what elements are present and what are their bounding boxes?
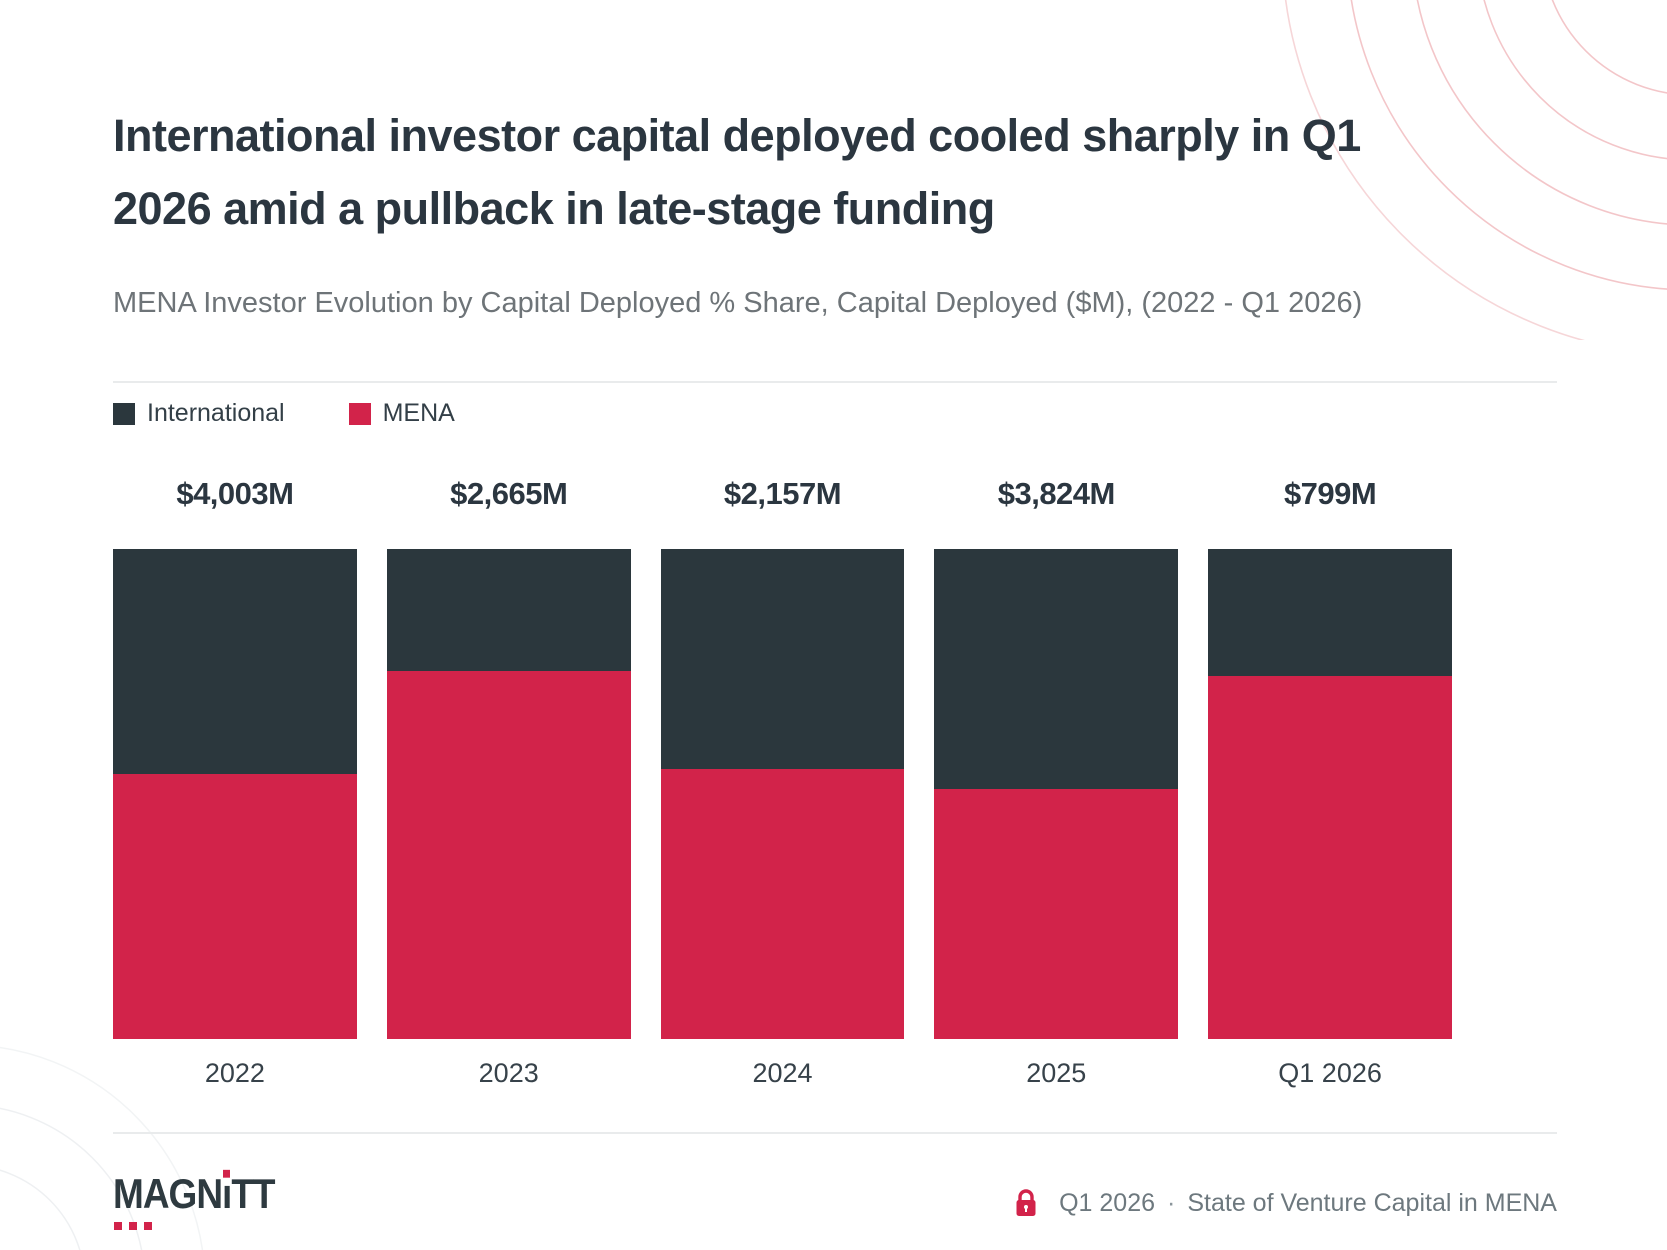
divider-top: [113, 380, 1557, 383]
stacked-bar: [113, 548, 357, 1039]
chart-subtitle: MENA Investor Evolution by Capital Deplo…: [113, 286, 1363, 319]
bar-total-label: $2,157M: [723, 475, 842, 511]
stacked-bar: [934, 548, 1179, 1039]
bar-segment-mena: [386, 671, 631, 1039]
bar-column: $2,665M 2023: [386, 475, 631, 1090]
magnitt-logo: MAGNıTT: [113, 1171, 276, 1231]
bar-segment-international: [113, 548, 357, 775]
chart-legend: International MENA: [113, 399, 1557, 429]
bar-total-label: $799M: [1283, 475, 1377, 511]
footer: MAGNıTT Q1 2026 · State of Venture Capit…: [113, 1171, 1557, 1231]
legend-label: International: [147, 399, 285, 428]
bar-category-label: 2023: [478, 1057, 539, 1088]
bar-segment-international: [386, 548, 631, 672]
bar-total-label: $2,665M: [450, 475, 568, 511]
bar-column: $799M Q1 2026: [1208, 475, 1452, 1090]
stacked-bar: [1208, 548, 1452, 1039]
legend-label: MENA: [382, 399, 455, 428]
bar-segment-mena: [660, 769, 905, 1039]
bar-column: $4,003M 2022: [113, 475, 357, 1090]
bar-segment-international: [934, 548, 1179, 789]
legend-item-mena: MENA: [348, 399, 455, 428]
bar-segment-international: [1208, 548, 1452, 677]
page-title: International investor capital deployed …: [113, 110, 1361, 234]
stacked-bar: [660, 548, 905, 1039]
bar-segment-mena: [1208, 676, 1452, 1039]
mena-swatch-icon: [348, 402, 371, 425]
chart-columns: $4,003M 2022 $2,665M 2023 $2,157M 2024 $3,824M…: [113, 475, 1452, 1090]
logo-red-dots: [114, 1222, 152, 1231]
footer-report-info: Q1 2026 · State of Venture Capital in ME…: [1059, 1189, 1557, 1218]
bar-segment-international: [660, 548, 905, 770]
bar-segment-mena: [113, 774, 357, 1039]
bar-segment-mena: [934, 788, 1179, 1039]
footer-report-title: State of Venture Capital in MENA: [1187, 1188, 1557, 1217]
magnitt-wordmark: MAGNıTT: [113, 1171, 276, 1218]
footer-separator: ·: [1167, 1188, 1176, 1217]
bar-category-label: 2025: [1026, 1057, 1087, 1088]
bar-total-label: $4,003M: [176, 475, 294, 511]
bar-category-label: 2024: [752, 1057, 813, 1088]
lock-icon: [1016, 1189, 1036, 1217]
legend-item-international: International: [113, 399, 285, 428]
bar-category-label: Q1 2026: [1278, 1057, 1382, 1088]
footer-period: Q1 2026: [1059, 1188, 1156, 1217]
bar-column: $3,824M 2025: [934, 475, 1179, 1090]
bar-column: $2,157M 2024: [660, 475, 905, 1090]
divider-bottom: [113, 1132, 1557, 1135]
stacked-bar-chart: $4,003M 2022 $2,665M 2023 $2,157M 2024 $3,824M…: [113, 475, 1452, 1090]
bar-total-label: $3,824M: [997, 475, 1116, 511]
international-swatch-icon: [113, 402, 135, 425]
footer-right: Q1 2026 · State of Venture Capital in ME…: [1015, 1189, 1557, 1218]
stacked-bar: [386, 548, 631, 1039]
bar-category-label: 2022: [204, 1057, 265, 1088]
